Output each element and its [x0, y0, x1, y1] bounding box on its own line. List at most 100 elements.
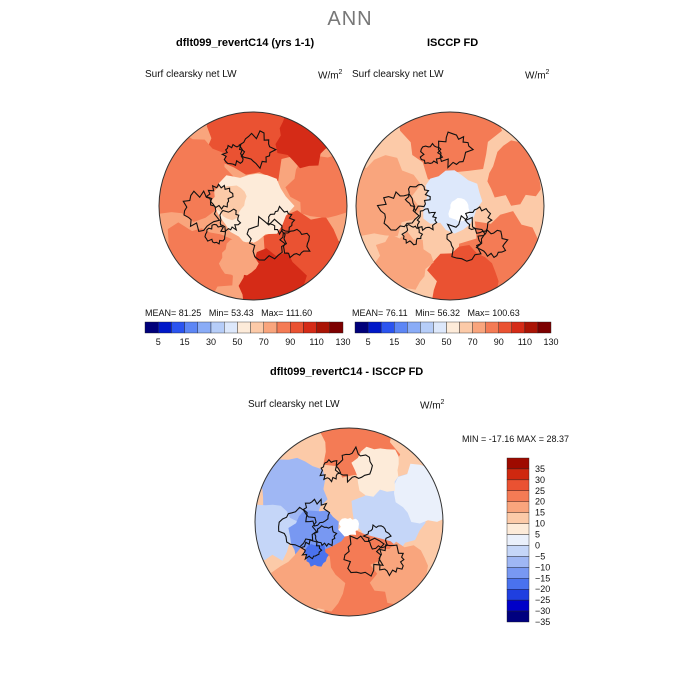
panel2-colorbar-tick-label: 90 — [494, 337, 504, 347]
panel2-map-coastline — [437, 131, 475, 169]
panel1-colorbar-tick-label: 110 — [309, 337, 323, 347]
panel2-map-coastline — [419, 142, 444, 165]
panel1-title: dflt099_revertC14 (yrs 1-1) — [176, 37, 315, 49]
panel2-map-field-contour — [398, 112, 502, 182]
panel1-colorbar-swatch — [316, 321, 331, 334]
panel1-map-coastline — [219, 208, 242, 233]
panel2-variable: Surf clearsky net LW — [352, 69, 444, 80]
panel2-title: ISCCP FD — [427, 37, 479, 49]
panel2-colorbar-tick-label: 50 — [441, 337, 451, 347]
panel2-colorbar-swatch — [367, 321, 382, 334]
panel1-colorbar-tick-label: 50 — [232, 337, 242, 347]
panel2-colorbar-swatch — [420, 321, 434, 334]
panel2-colorbar-tick-label: 5 — [366, 337, 371, 347]
panel1-colorbar-swatch — [237, 321, 251, 334]
panel2-map-field-contour — [448, 198, 470, 222]
panel3-colorbar-tick-label: −15 — [535, 573, 550, 583]
panel1-map-coastline — [205, 183, 234, 210]
panel1-min: 53.43 — [231, 308, 254, 318]
panel3-colorbar-swatch — [506, 490, 530, 502]
panel3-map-field-contour — [351, 446, 399, 497]
panel2-min: 56.32 — [437, 308, 460, 318]
panel3-colorbar-tick-label: −35 — [535, 617, 550, 627]
panel2-map-boundary — [355, 111, 545, 301]
panel1-colorbar-swatch — [303, 321, 317, 334]
panel3-colorbar-swatch — [506, 545, 530, 557]
panel3-colorbar-tick-label: −5 — [535, 551, 545, 561]
panel2-colorbar-swatch — [459, 321, 473, 334]
panel3-title: dflt099_revertC14 - ISCCP FD — [270, 366, 424, 378]
panel3-colorbar-tick-label: −20 — [535, 584, 550, 594]
panel3-variable: Surf clearsky net LW — [248, 399, 340, 410]
panel1-colorbar-tick-label: 30 — [206, 337, 216, 347]
panel3-colorbar-tick-label: 35 — [535, 464, 545, 474]
panel3-map-coastline — [302, 497, 331, 527]
panel1-map-coastline — [246, 215, 288, 261]
panel3-colorbar-swatch — [506, 457, 530, 470]
panel1-map — [158, 111, 348, 301]
panel3-colorbar-swatch — [506, 599, 530, 612]
panel2-map-coastline — [416, 208, 438, 232]
panel1-colorbar-swatch — [210, 321, 225, 334]
panel3-colorbar-tick-label: −30 — [535, 606, 550, 616]
panel3-colorbar-swatch — [506, 512, 530, 524]
panel3-colorbar-tick-label: −25 — [535, 595, 550, 605]
panel2-map-coastline — [475, 229, 509, 259]
panel1-colorbar-swatch — [223, 321, 238, 334]
panel1-map-field-contour — [218, 238, 259, 278]
panel2-colorbar-swatch — [537, 321, 552, 334]
panel1-map-coastline — [220, 143, 246, 167]
panel1-colorbar-tick-label: 90 — [285, 337, 295, 347]
panel1-colorbar-tick-label: 130 — [335, 337, 350, 347]
panel1-colorbar-swatch — [329, 321, 344, 334]
panel2-stats: MEAN= 76.11 Min= 56.32 Max= 100.63 — [352, 308, 520, 318]
panel2-colorbar-swatch — [380, 321, 395, 334]
panel2-mean: 76.11 — [385, 308, 408, 318]
panel2-map-coastline — [464, 206, 493, 234]
panel2-colorbar-tick-label: 110 — [518, 337, 532, 347]
panel1-colorbar-swatch — [197, 321, 212, 334]
panel1-stats: MEAN= 81.25 Min= 53.43 Max= 111.60 — [145, 308, 313, 318]
panel1-map-coastline — [267, 205, 296, 236]
panel1-colorbar-swatch — [144, 321, 159, 334]
panel1-colorbar-tick-label: 15 — [180, 337, 190, 347]
panel2-map-coastline — [404, 183, 431, 213]
panel1-colorbar-swatch — [157, 321, 172, 334]
panel2-colorbar-swatch — [485, 321, 499, 334]
panel3-map-coastline — [319, 458, 342, 483]
panel2-map-coastline — [446, 214, 486, 262]
panel3-colorbar-swatch — [506, 468, 530, 481]
panel2-colorbar-swatch — [354, 321, 369, 334]
panel1-map-field-contour — [210, 185, 247, 221]
panel2-colorbar-tick-label: 15 — [389, 337, 399, 347]
panel3-colorbar-tick-label: 0 — [535, 541, 540, 551]
panel2-map-coastline — [401, 223, 424, 246]
panel3-map-coastline — [362, 523, 392, 550]
panel3-colorbar-tick-label: 20 — [535, 497, 545, 507]
panel3-minmax: MIN = -17.16 MAX = 28.37 — [462, 434, 570, 444]
panel3-map-coastline — [278, 506, 318, 548]
panel3-colorbar-tick-label: 25 — [535, 486, 545, 496]
panel3-colorbar-tick-label: 10 — [535, 519, 545, 529]
panel3-map-field-contour — [338, 517, 359, 537]
panel3-colorbar-swatch — [506, 556, 530, 568]
panel1-colorbar-tick-label: 5 — [156, 337, 161, 347]
panel2-colorbar-swatch — [446, 321, 460, 334]
panel2-map-coastline — [376, 191, 420, 231]
panel1-colorbar-swatch — [276, 321, 291, 334]
panel1-variable: Surf clearsky net LW — [145, 69, 237, 80]
panel1-colorbar-swatch — [171, 321, 185, 334]
panel2-max: 100.63 — [492, 308, 520, 318]
panel2-colorbar-tick-label: 130 — [543, 337, 558, 347]
panel1-colorbar-swatch — [184, 321, 199, 334]
panel2-colorbar-swatch — [394, 321, 408, 334]
panel3-map — [254, 427, 444, 617]
panel2-colorbar-swatch — [498, 321, 513, 334]
panel3-map-coastline — [313, 525, 338, 548]
panel1-mean: 81.25 — [178, 308, 202, 318]
panel1-colorbar-tick-label: 70 — [259, 337, 269, 347]
main-title: ANN — [327, 8, 373, 30]
panel3-colorbar-swatch — [506, 578, 530, 590]
panel3-map-boundary — [254, 427, 444, 617]
